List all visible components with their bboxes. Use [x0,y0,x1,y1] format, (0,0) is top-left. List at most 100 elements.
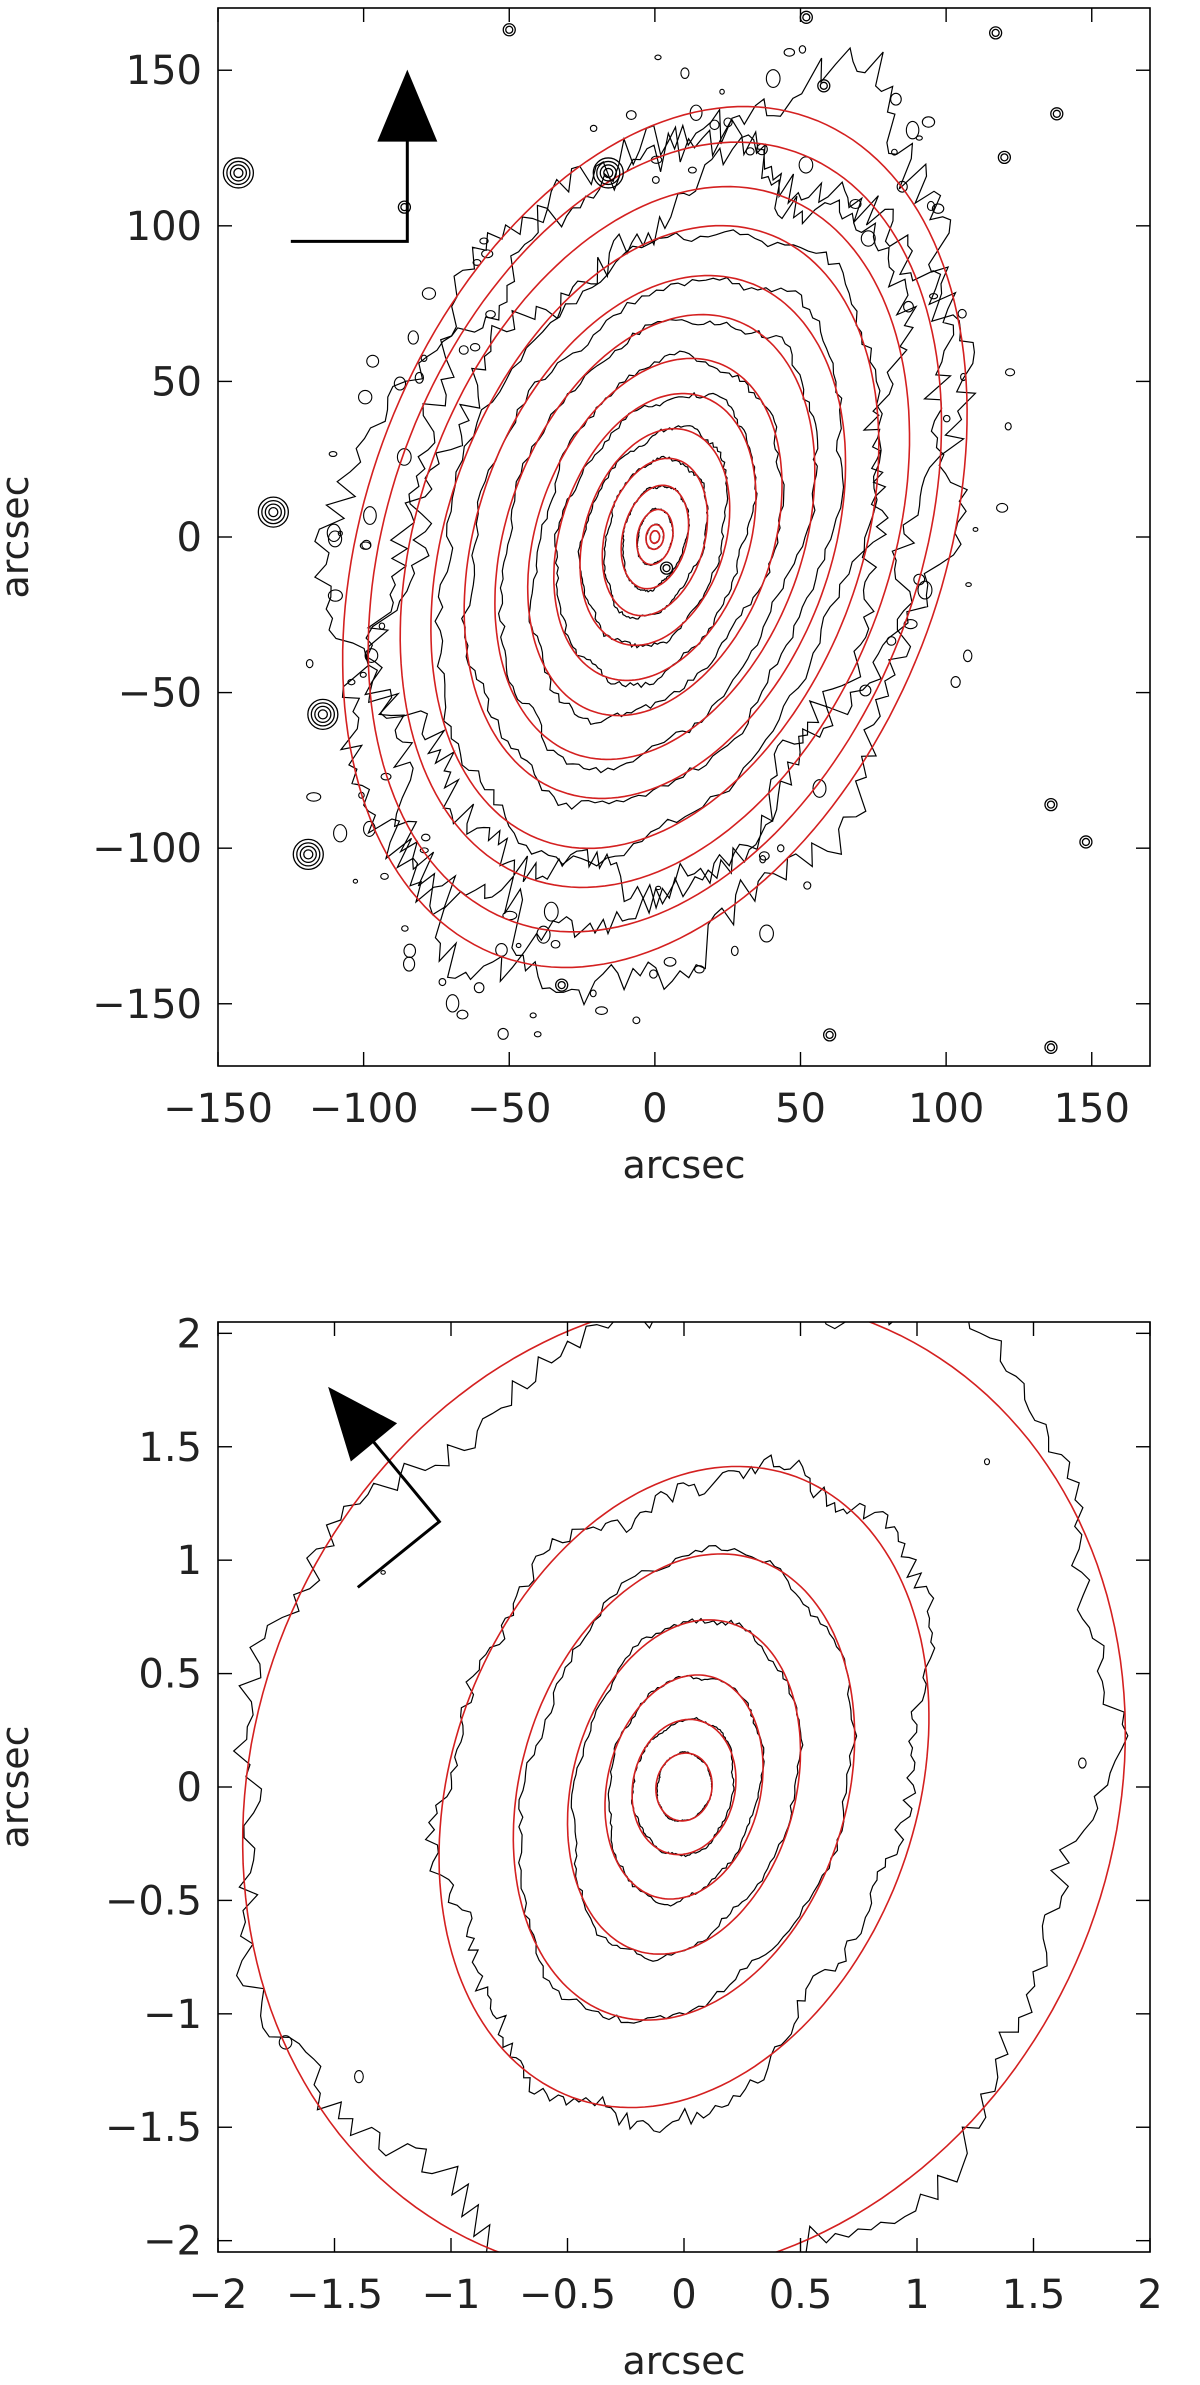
noise-contour [278,2035,293,2050]
isophote-contour [424,1454,936,2134]
x-tick-label: −0.5 [519,2272,616,2318]
noise-contour [458,345,469,355]
noise-contour [903,300,914,313]
star-contour [603,167,614,179]
star-contour [555,978,569,992]
noise-contour [347,678,356,686]
x-tick-label: 1 [904,2272,929,2318]
star-contour [1044,797,1058,812]
noise-contour [479,237,489,245]
x-tick-label: −50 [467,1086,551,1132]
noise-contour [396,448,412,466]
star-contour [997,150,1012,165]
noise-contour [364,648,379,663]
star-contour [268,506,279,518]
noise-contour [719,88,725,95]
noise-contour [473,982,485,994]
noise-contour [601,2262,610,2269]
noise-contour [305,658,314,669]
y-tick-label: −2 [143,2219,202,2265]
x-tick-label: −1 [422,2272,481,2318]
noise-contour [595,1006,608,1015]
x-axis-label: arcsec [622,2339,745,2383]
isophote-contour [554,391,758,689]
star-contour [988,26,1003,40]
noise-contour [625,110,637,120]
fit-ellipse [430,224,880,850]
fit-ellipse [566,1619,802,1955]
noise-contour [905,120,920,140]
star-contour [799,10,813,24]
bottom-contour-panel: −2 −1.5 −1 −0.5 0 0.5 1 1.5 2 −2 −1.5 −1 −0.5 0 0.5 1 1… [0,1311,1163,2383]
x-tick-labels: −2 −1.5 −1 −0.5 0 0.5 1 1.5 2 [189,2272,1163,2318]
isophote-contour [577,425,729,649]
isophote-contour [630,1716,735,1858]
noise-contour [812,779,827,798]
star-contour [822,1028,837,1042]
noise-contour [1078,1757,1087,1769]
arrow-shaft [290,79,409,243]
fit-ellipse [399,185,911,889]
star-contour [802,13,811,22]
noise-contour [950,676,961,688]
noise-contour [380,1570,386,1575]
noise-contour [776,844,785,853]
noise-contour [306,792,322,802]
noise-contour [891,148,898,156]
isophote-contour [313,46,977,1007]
isophote-contour [232,1322,1129,2252]
noise-contour [357,389,373,405]
y-tick-label: −100 [92,826,202,872]
x-tick-label: 1.5 [1002,2272,1066,2318]
fit-ellipse [631,1718,737,1856]
noise-contour [560,2258,567,2267]
star-contour [303,849,314,860]
star-contour [257,496,289,528]
noise-contour [481,249,494,259]
fit-ellipse [241,1322,1127,2252]
noise-contour [929,293,939,300]
noise-contour [860,230,876,247]
x-tick-labels: −150 −100 −50 0 50 100 150 [163,1086,1130,1132]
star-contour [596,160,621,186]
fit-ellipse [512,1553,856,2021]
x-tick-label: 50 [775,1086,826,1132]
star-contour [296,842,321,867]
noise-contour [515,942,522,949]
noise-contour [890,92,902,106]
star-contour [299,845,317,864]
noise-contour [359,671,367,678]
noise-contour [896,180,908,193]
noise-contour [401,925,409,932]
noise-contour [926,200,936,212]
noise-contour [704,1311,713,1320]
noise-contour [1004,368,1016,377]
noise-contour [962,649,973,663]
noise-contour [543,901,559,922]
noise-contour [915,135,923,141]
star-contour [557,980,566,990]
noise-contour [983,1458,991,1466]
star-contour [1081,837,1091,847]
north-arrow-icon [328,1386,442,1589]
fit-ellipse [655,1752,713,1822]
y-tick-labels: −150 −100 −50 0 50 100 150 [92,48,202,1028]
noise-contour [758,851,770,861]
y-axis-label: arcsec [0,1725,37,1848]
noise-contour [1004,422,1012,431]
fit-ellipse [649,529,661,545]
isophote-contour [622,484,691,593]
fit-ellipse [341,105,968,969]
star-contour [659,561,674,575]
noise-contour [333,824,348,843]
north-arrow-icon [290,69,438,243]
noise-contour [421,287,437,300]
star-contour [592,157,624,189]
noise-contour [378,622,386,630]
plot-frame [217,1321,1151,2253]
y-tick-label: 150 [126,48,202,94]
isophote-contour [497,318,819,774]
star-contour [505,25,514,34]
isophote-contour [365,118,969,984]
y-tick-label: 1.5 [138,1425,202,1471]
